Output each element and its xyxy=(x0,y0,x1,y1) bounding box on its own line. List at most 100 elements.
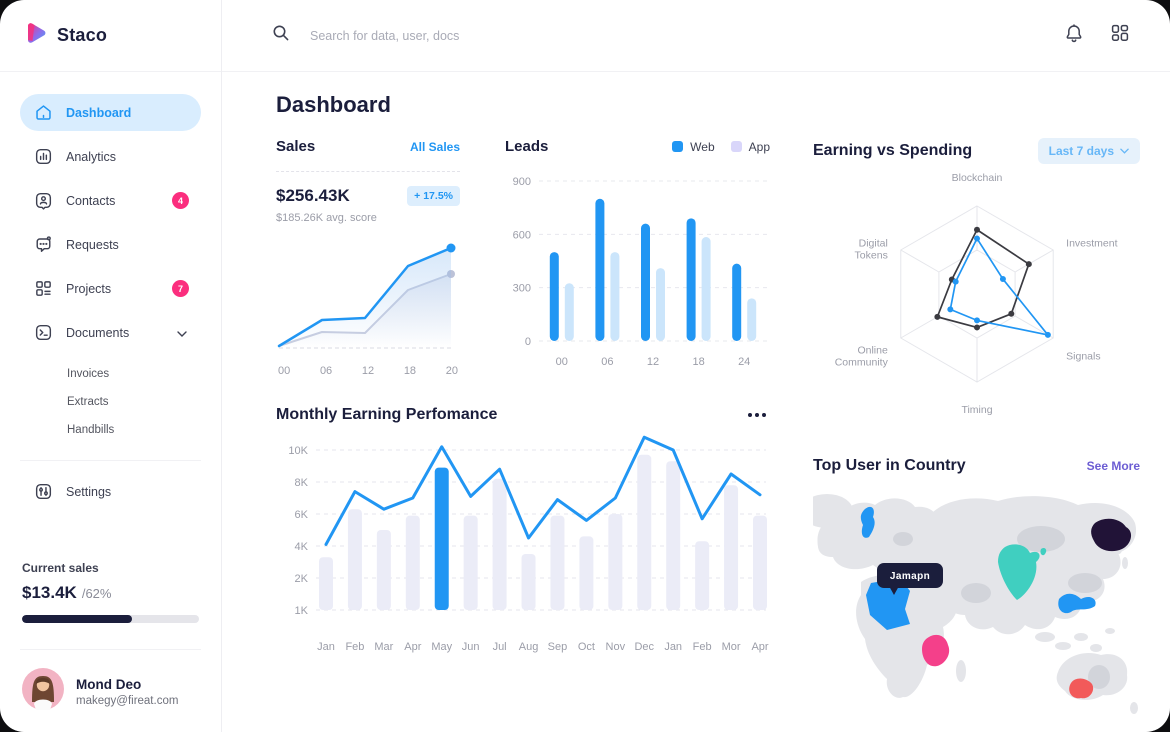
current-sales-label: Current sales xyxy=(22,561,99,575)
svg-text:Mor: Mor xyxy=(722,641,741,653)
apps-grid-icon[interactable] xyxy=(1110,23,1130,48)
contacts-icon xyxy=(34,191,53,210)
svg-text:Signals: Signals xyxy=(1066,350,1100,362)
map-title: Top User in Country xyxy=(813,457,966,474)
brand[interactable]: Staco xyxy=(24,21,107,50)
map-tooltip: Jamapn xyxy=(877,563,943,595)
svg-text:600: 600 xyxy=(513,229,531,241)
chevron-down-icon xyxy=(1120,148,1129,154)
sidebar-item-contacts[interactable]: Contacts 4 xyxy=(20,182,201,219)
documents-icon xyxy=(34,323,53,342)
country-sweden xyxy=(860,506,875,538)
sidebar-item-label: Analytics xyxy=(66,149,117,164)
sidebar-item-label: Contacts xyxy=(66,193,116,208)
all-sales-link[interactable]: All Sales xyxy=(409,139,460,154)
x-tick-label: 12 xyxy=(361,365,375,377)
user-name: Mond Deo xyxy=(76,676,142,692)
sidebar-item-analytics[interactable]: Analytics xyxy=(20,138,201,175)
sidebar-item-label: Settings xyxy=(66,484,112,499)
sidebar-item-documents[interactable]: Documents xyxy=(20,314,201,351)
svg-text:2K: 2K xyxy=(295,573,309,585)
requests-icon xyxy=(34,235,53,254)
chevron-down-icon xyxy=(177,326,187,340)
user-profile[interactable]: Mond Deo makegy@fireat.com xyxy=(0,662,221,721)
projects-icon xyxy=(34,279,53,298)
sidebar-item-label: Projects xyxy=(66,281,112,296)
projects-badge: 7 xyxy=(172,280,189,297)
svg-text:Jul: Jul xyxy=(493,641,507,653)
x-tick-label: 06 xyxy=(319,365,333,377)
svg-text:Sep: Sep xyxy=(548,641,568,653)
svg-text:6K: 6K xyxy=(295,509,309,521)
svg-text:Mar: Mar xyxy=(374,641,393,653)
current-sales-progressbar xyxy=(22,615,199,623)
sidebar-item-requests[interactable]: Requests xyxy=(20,226,201,263)
progressbar-fill xyxy=(22,615,132,623)
home-icon xyxy=(34,103,53,122)
sidebar-item-invoices[interactable]: Invoices xyxy=(67,368,110,380)
x-tick-label: 20 xyxy=(445,365,458,377)
search-input[interactable] xyxy=(310,28,610,43)
sidebar-item-settings[interactable]: Settings xyxy=(20,473,201,510)
sales-delta-badge: + 17.5% xyxy=(407,186,460,206)
svg-text:Apr: Apr xyxy=(751,641,768,653)
see-more-link[interactable]: See More xyxy=(1086,459,1140,473)
svg-text:Apr: Apr xyxy=(404,641,421,653)
svg-text:Blockchain: Blockchain xyxy=(952,172,1003,184)
search-icon xyxy=(272,24,290,47)
current-sales-widget: Current sales $13.4K /62% xyxy=(0,553,221,623)
sidebar-item-extracts[interactable]: Extracts xyxy=(67,396,109,408)
sales-title: Sales xyxy=(276,138,316,155)
leads-title: Leads xyxy=(505,138,549,155)
date-range-label: Last 7 days xyxy=(1048,144,1114,158)
contacts-badge: 4 xyxy=(172,192,189,209)
sidebar-item-handbills[interactable]: Handbills xyxy=(67,424,115,436)
svg-text:Nov: Nov xyxy=(606,641,626,653)
tooltip-text: Jamapn xyxy=(890,571,930,582)
x-tick-label: 18 xyxy=(403,365,417,377)
search-bar[interactable] xyxy=(272,24,1044,47)
avatar xyxy=(22,668,64,715)
svg-text:06: 06 xyxy=(601,356,613,368)
svg-text:8K: 8K xyxy=(295,477,309,489)
sales-subtitle: $185.26K avg. score xyxy=(276,212,377,224)
svg-text:Oct: Oct xyxy=(578,641,595,653)
legend-web-swatch xyxy=(672,141,684,152)
sidebar-item-label: Dashboard xyxy=(66,105,132,120)
sidebar-divider xyxy=(20,460,201,461)
svg-text:Jan: Jan xyxy=(664,641,682,653)
notifications-bell-icon[interactable] xyxy=(1064,23,1084,49)
country-victoria xyxy=(1069,678,1094,699)
legend-app-swatch xyxy=(730,141,742,152)
svg-text:Dec: Dec xyxy=(634,641,654,653)
analytics-icon xyxy=(34,147,53,166)
monthly-title: Monthly Earning Perfomance xyxy=(276,406,498,423)
ellipsis-menu-icon[interactable] xyxy=(744,409,770,421)
legend-web-label: Web xyxy=(690,139,715,154)
radar-title: Earning vs Spending xyxy=(813,142,973,159)
sidebar-item-label: Requests xyxy=(66,237,119,252)
country-mongolia xyxy=(1091,518,1132,552)
sidebar: Staco Dashboard Analytics Contacts xyxy=(0,0,222,732)
monthly-combo-chart: 1K 2K 4K 6K 8K 10K Jan Feb Mar Apr May Jun Jul Aug Sep… xyxy=(276,434,770,664)
main-area: Dashboard Sales All Sales $256.43K + 17.… xyxy=(222,0,1170,732)
svg-text:1K: 1K xyxy=(295,605,309,617)
svg-text:300: 300 xyxy=(513,283,531,295)
svg-text:24: 24 xyxy=(738,356,750,368)
sidebar-item-dashboard[interactable]: Dashboard xyxy=(20,94,201,131)
svg-text:10K: 10K xyxy=(288,445,308,457)
topbar xyxy=(222,0,1170,72)
date-range-dropdown[interactable]: Last 7 days xyxy=(1037,138,1140,164)
sidebar-nav: Dashboard Analytics Contacts 4 Requests xyxy=(0,72,221,448)
user-email: makegy@fireat.com xyxy=(76,694,179,707)
current-sales-percent: /62% xyxy=(81,586,112,601)
sidebar-item-label: Documents xyxy=(66,325,130,340)
svg-text:Feb: Feb xyxy=(693,641,712,653)
sales-x-axis-labels: 00 06 12 18 20 xyxy=(276,361,460,377)
monthly-earning-card: Monthly Earning Perfomance 1K 2K 4K 6K 8K 10K… xyxy=(276,406,770,664)
current-sales-value: $13.4K xyxy=(22,583,77,602)
sidebar-item-projects[interactable]: Projects 7 xyxy=(20,270,201,307)
